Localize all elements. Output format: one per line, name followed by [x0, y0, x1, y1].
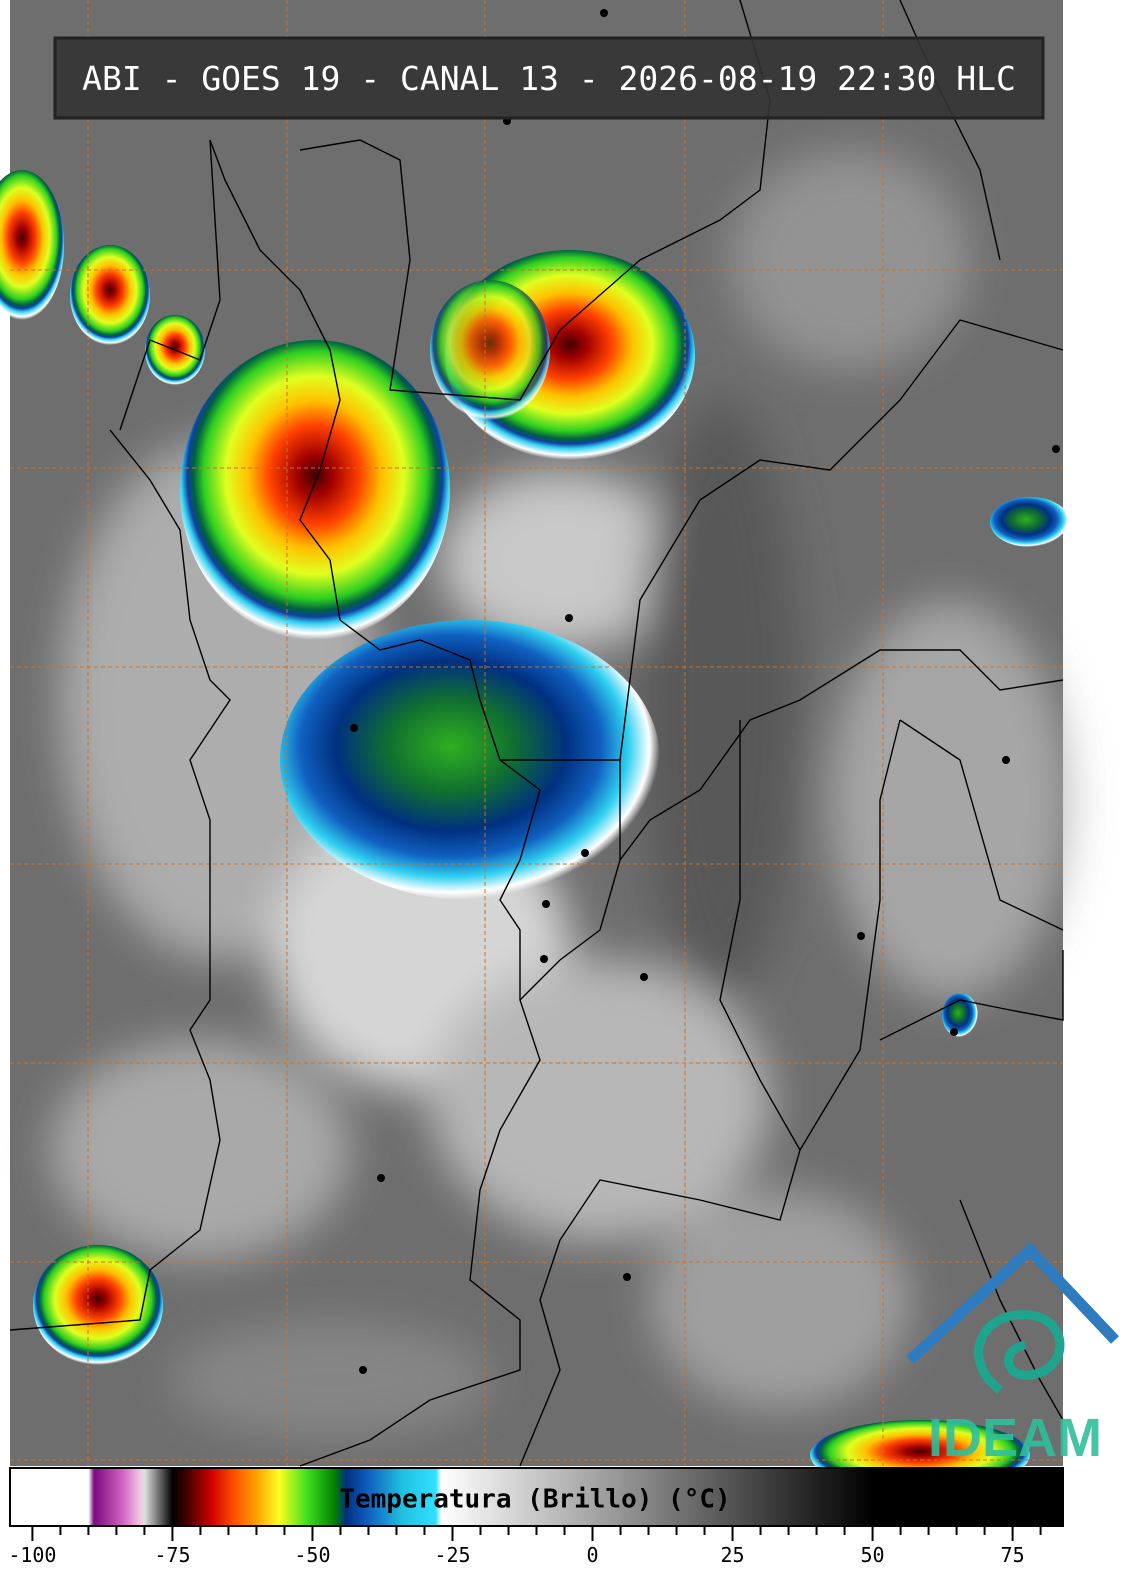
colorbar-ramp [9, 1467, 1064, 1527]
colorbar: Temperatura (Brillo) (°C) -100 -75 -50 -25 0… [8, 1467, 1064, 1567]
title-box: ABI - GOES 19 - CANAL 13 - 2026-08-19 22… [53, 36, 1045, 120]
tick-label: -25 [434, 1543, 470, 1567]
graticule [10, 0, 1063, 1466]
tick-label: 25 [720, 1543, 744, 1567]
tick-label: 50 [861, 1543, 885, 1567]
tick-label: -50 [294, 1543, 330, 1567]
imagery [0, 0, 1070, 1490]
logo: IDEAM [906, 1242, 1119, 1468]
title: ABI - GOES 19 - CANAL 13 - 2026-08-19 22… [82, 59, 1016, 98]
city-dots [350, 9, 1060, 1374]
tick-label: -100 [8, 1543, 56, 1567]
tick-label: 0 [586, 1543, 598, 1567]
tick-label: 75 [1001, 1543, 1025, 1567]
colorbar-label: Temperatura (Brillo) (°C) [339, 1485, 730, 1515]
tick-label: -75 [154, 1543, 190, 1567]
logo-text: IDEAM [928, 1408, 1102, 1468]
